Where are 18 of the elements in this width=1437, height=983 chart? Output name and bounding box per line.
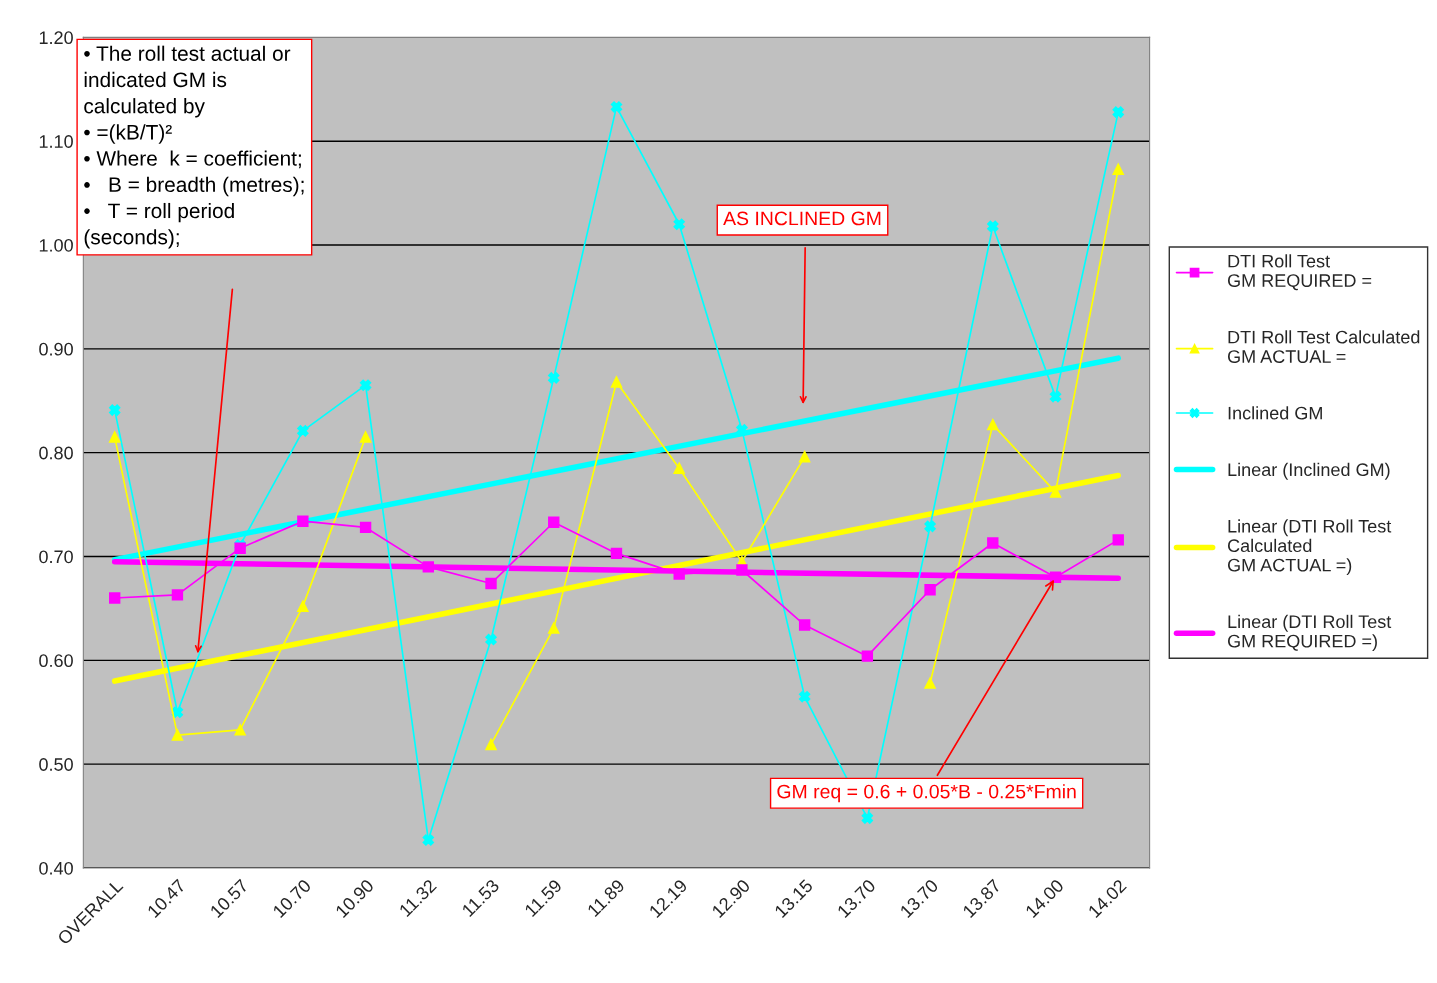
annotation: • The roll test actual or indicated GM is calculated by • =(kB/T)² • Where k = coefficient; • B = breadth (metres); • T = roll period (seconds); [84, 45, 304, 249]
legend-label: Linear (DTI Roll Test GM REQUIRED =) [1227, 614, 1392, 652]
y-tick-label: 0.90 [39, 342, 73, 356]
annotation: GM req = 0.6 + 0.05*B - 0.25*Fmin [777, 784, 1076, 803]
y-tick-label: 0.70 [39, 550, 73, 564]
y-tick-label: 1.00 [39, 238, 73, 252]
legend-label: Linear (Inclined GM) [1228, 462, 1390, 480]
y-tick-label: 0.60 [39, 654, 73, 668]
legend-label: Linear (DTI Roll Test Calculated GM ACTUAL =) [1227, 519, 1392, 576]
y-tick-label: 1.10 [39, 135, 73, 148]
y-tick-label: 0.80 [39, 446, 73, 460]
y-tick-label: 0.50 [39, 758, 73, 771]
legend-label: DTI Roll Test Calculated GM ACTUAL = [1227, 330, 1420, 363]
y-tick-label: 1.20 [39, 31, 73, 45]
legend-label: DTI Roll Test GM REQUIRED = [1227, 254, 1372, 291]
annotation: AS INCLINED GM [723, 211, 881, 226]
y-tick-label: 0.40 [39, 861, 73, 875]
legend-label: Inclined GM [1228, 406, 1322, 420]
